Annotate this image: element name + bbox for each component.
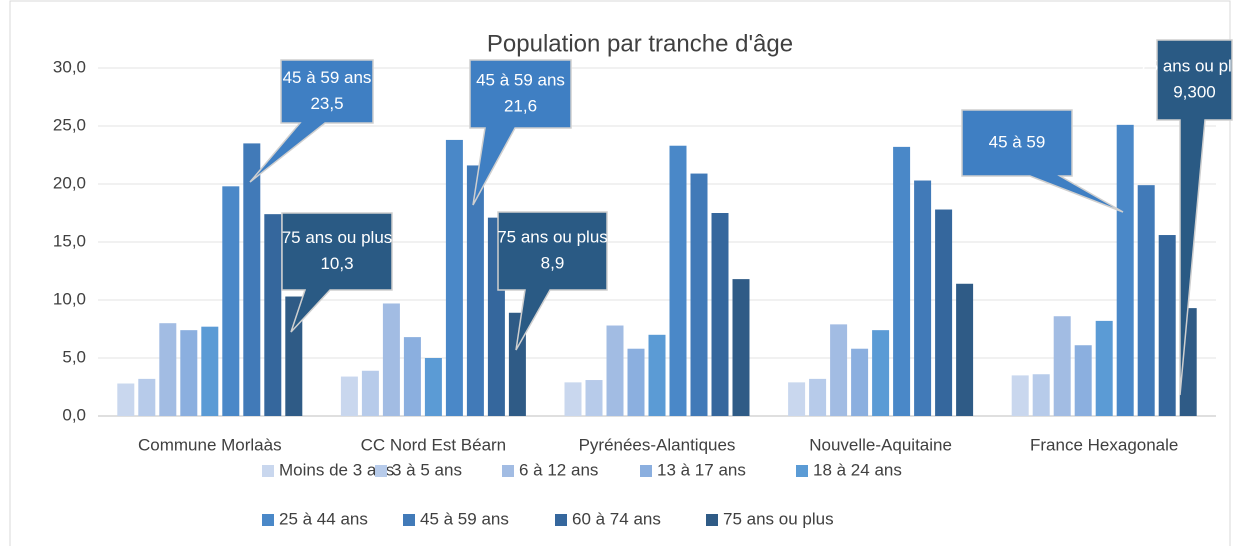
- bar: [382, 303, 400, 416]
- bar: [243, 143, 261, 416]
- bar: [445, 139, 463, 417]
- legend-swatch: [403, 514, 415, 526]
- bar: [424, 358, 442, 416]
- legend-swatch: [502, 465, 514, 477]
- x-tick-label: CC Nord Est Béarn: [361, 435, 507, 454]
- chart-border: [9, 0, 1231, 546]
- x-tick-label: Nouvelle-Aquitaine: [809, 435, 952, 454]
- callout-shape: [469, 59, 572, 206]
- legend-swatch: [262, 514, 274, 526]
- callout-text: 45 à 59: [989, 132, 1046, 151]
- legend-label: 45 à 59 ans: [420, 509, 509, 528]
- legend-swatch: [262, 465, 274, 477]
- bar: [606, 325, 624, 416]
- bar: [893, 146, 911, 416]
- bar: [914, 180, 932, 416]
- x-tick-label: Pyrénées-Alantiques: [579, 435, 736, 454]
- bar: [403, 337, 421, 416]
- callout: 75 ans ou plus 9,300: [1139, 39, 1241, 396]
- legend-label: 25 à 44 ans: [279, 509, 368, 528]
- y-tick-label: 10,0: [53, 289, 86, 308]
- bar: [788, 382, 806, 416]
- callout-text: 23,5: [310, 94, 343, 113]
- bar: [159, 323, 177, 416]
- legend-label: 13 à 17 ans: [657, 460, 746, 479]
- legend-swatch: [555, 514, 567, 526]
- bar: [830, 324, 848, 416]
- bar: [732, 279, 750, 416]
- bar: [180, 330, 198, 416]
- bar: [285, 296, 303, 416]
- callout: 75 ans ou plus 8,9: [497, 211, 608, 351]
- bar: [564, 382, 582, 416]
- bar: [851, 348, 869, 416]
- bar: [872, 330, 890, 416]
- legend-label: 60 à 74 ans: [572, 509, 661, 528]
- callout-shape: [281, 212, 393, 333]
- callout-shape: [1156, 39, 1233, 396]
- legend-swatch: [706, 514, 718, 526]
- bar: [1116, 124, 1134, 416]
- bar: [809, 378, 827, 416]
- callout-text: 9,300: [1173, 82, 1216, 101]
- bar: [711, 213, 729, 416]
- bar: [138, 378, 156, 416]
- x-tick-label: France Hexagonale: [1030, 435, 1178, 454]
- y-tick-label: 15,0: [53, 231, 86, 250]
- callout-shape: [249, 59, 374, 183]
- legend-label: 18 à 24 ans: [813, 460, 902, 479]
- callout-text: 75 ans ou plus: [497, 227, 608, 246]
- bar: [627, 348, 645, 416]
- legend-swatch: [796, 465, 808, 477]
- y-tick-label: 20,0: [53, 173, 86, 192]
- callout: 45 à 59: [961, 109, 1124, 213]
- bar: [1032, 374, 1050, 416]
- legend-swatch: [375, 465, 387, 477]
- bar: [222, 186, 240, 416]
- bar: [690, 173, 708, 416]
- bar: [956, 283, 974, 416]
- bar: [648, 334, 666, 416]
- callout: 45 à 59 ans 21,6: [469, 59, 572, 206]
- bar: [466, 165, 484, 416]
- y-tick-label: 5,0: [62, 347, 86, 366]
- callout-text: 75 ans ou plus: [1139, 56, 1241, 75]
- callout: 75 ans ou plus 10,3: [281, 212, 393, 333]
- callout: 45 à 59 ans 23,5: [249, 59, 374, 183]
- bar: [1074, 345, 1092, 416]
- callout-text: 45 à 59 ans: [476, 70, 565, 89]
- callout-shape: [961, 109, 1124, 213]
- bar: [585, 380, 603, 416]
- bar: [361, 370, 379, 416]
- y-tick-label: 25,0: [53, 115, 86, 134]
- bar: [1158, 235, 1176, 416]
- bar: [340, 376, 358, 416]
- bar: [264, 214, 282, 416]
- legend-label: 6 à 12 ans: [519, 460, 598, 479]
- callout-text: 45 à 59 ans: [283, 68, 372, 87]
- legend-label: Moins de 3 ans: [279, 460, 394, 479]
- bar: [669, 145, 687, 416]
- bar: [1095, 320, 1113, 416]
- callout-shape: [497, 211, 608, 351]
- bar: [1011, 375, 1029, 416]
- chart-title: Population par tranche d'âge: [487, 30, 793, 57]
- y-tick-label: 30,0: [53, 57, 86, 76]
- callout-text: 21,6: [504, 96, 537, 115]
- legend-swatch: [640, 465, 652, 477]
- legend-label: 3 à 5 ans: [392, 460, 462, 479]
- callout-text: 8,9: [541, 253, 565, 272]
- y-tick-label: 0,0: [62, 405, 86, 424]
- bar: [1137, 185, 1155, 416]
- bar: [935, 209, 953, 416]
- callout-text: 10,3: [320, 254, 353, 273]
- x-tick-label: Commune Morlaàs: [138, 435, 282, 454]
- bar: [1053, 316, 1071, 416]
- legend-label: 75 ans ou plus: [723, 509, 834, 528]
- bar: [201, 326, 219, 416]
- bar: [117, 383, 135, 416]
- callout-text: 75 ans ou plus: [282, 228, 393, 247]
